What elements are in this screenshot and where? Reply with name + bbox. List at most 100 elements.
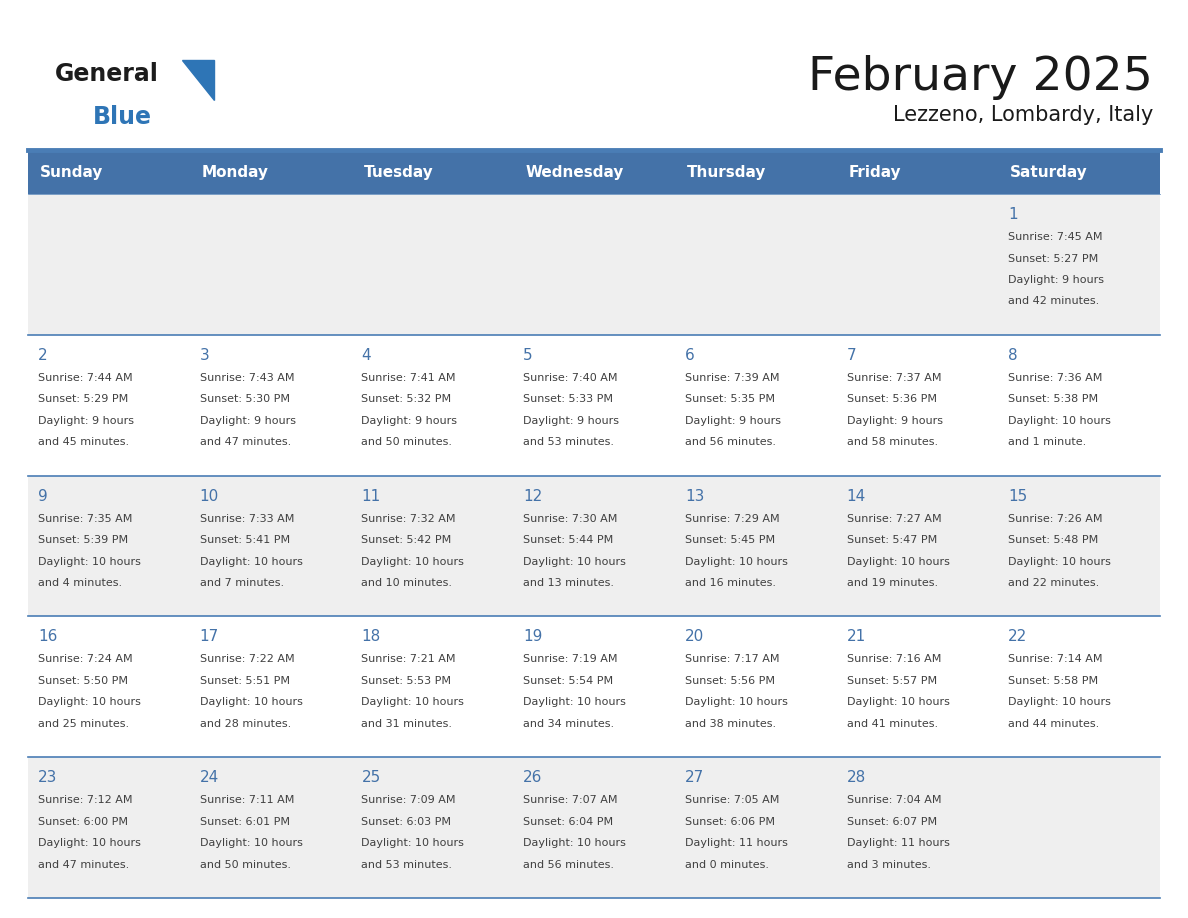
Text: and 22 minutes.: and 22 minutes. <box>1009 578 1100 588</box>
Text: Sunset: 5:45 PM: Sunset: 5:45 PM <box>684 535 775 545</box>
Text: Daylight: 9 hours: Daylight: 9 hours <box>684 416 781 426</box>
Text: Daylight: 10 hours: Daylight: 10 hours <box>523 556 626 566</box>
Text: Sunset: 5:30 PM: Sunset: 5:30 PM <box>200 395 290 404</box>
Text: Daylight: 9 hours: Daylight: 9 hours <box>847 416 942 426</box>
Text: Daylight: 10 hours: Daylight: 10 hours <box>847 556 949 566</box>
Bar <box>29 616 1159 757</box>
Text: and 47 minutes.: and 47 minutes. <box>38 859 129 869</box>
Text: Sunset: 5:57 PM: Sunset: 5:57 PM <box>847 676 936 686</box>
Text: Daylight: 10 hours: Daylight: 10 hours <box>361 838 465 848</box>
Text: 10: 10 <box>200 488 219 504</box>
Text: 8: 8 <box>1009 348 1018 363</box>
Text: Sunrise: 7:05 AM: Sunrise: 7:05 AM <box>684 795 779 805</box>
Text: Monday: Monday <box>202 165 268 181</box>
Text: Sunrise: 7:22 AM: Sunrise: 7:22 AM <box>200 655 295 665</box>
Text: Sunrise: 7:07 AM: Sunrise: 7:07 AM <box>523 795 618 805</box>
Text: and 38 minutes.: and 38 minutes. <box>684 719 776 729</box>
Text: Tuesday: Tuesday <box>364 165 434 181</box>
Text: 7: 7 <box>847 348 857 363</box>
Text: Daylight: 11 hours: Daylight: 11 hours <box>684 838 788 848</box>
Bar <box>29 476 1159 616</box>
Text: Sunrise: 7:12 AM: Sunrise: 7:12 AM <box>38 795 133 805</box>
Text: Sunrise: 7:29 AM: Sunrise: 7:29 AM <box>684 513 779 523</box>
Text: Sunrise: 7:40 AM: Sunrise: 7:40 AM <box>523 373 618 383</box>
Text: 16: 16 <box>38 630 57 644</box>
Text: Wednesday: Wednesday <box>525 165 624 181</box>
Text: Daylight: 10 hours: Daylight: 10 hours <box>200 556 303 566</box>
Text: Friday: Friday <box>848 165 902 181</box>
Text: Daylight: 10 hours: Daylight: 10 hours <box>1009 698 1111 708</box>
Text: Sunset: 6:03 PM: Sunset: 6:03 PM <box>361 817 451 827</box>
Text: and 0 minutes.: and 0 minutes. <box>684 859 769 869</box>
Text: and 42 minutes.: and 42 minutes. <box>1009 297 1100 307</box>
Text: and 3 minutes.: and 3 minutes. <box>847 859 930 869</box>
Text: 11: 11 <box>361 488 380 504</box>
Text: Sunrise: 7:11 AM: Sunrise: 7:11 AM <box>200 795 295 805</box>
Text: Daylight: 10 hours: Daylight: 10 hours <box>38 556 141 566</box>
Text: and 53 minutes.: and 53 minutes. <box>361 859 453 869</box>
Text: 27: 27 <box>684 770 704 785</box>
Text: Sunrise: 7:32 AM: Sunrise: 7:32 AM <box>361 513 456 523</box>
Text: Sunrise: 7:21 AM: Sunrise: 7:21 AM <box>361 655 456 665</box>
Text: 9: 9 <box>38 488 48 504</box>
Text: Daylight: 10 hours: Daylight: 10 hours <box>523 838 626 848</box>
Text: 21: 21 <box>847 630 866 644</box>
Text: 13: 13 <box>684 488 704 504</box>
Text: and 28 minutes.: and 28 minutes. <box>200 719 291 729</box>
Text: Daylight: 9 hours: Daylight: 9 hours <box>523 416 619 426</box>
Text: Sunset: 5:47 PM: Sunset: 5:47 PM <box>847 535 937 545</box>
Text: and 45 minutes.: and 45 minutes. <box>38 437 129 447</box>
Text: Sunrise: 7:45 AM: Sunrise: 7:45 AM <box>1009 232 1102 242</box>
Text: Sunrise: 7:36 AM: Sunrise: 7:36 AM <box>1009 373 1102 383</box>
Text: 20: 20 <box>684 630 704 644</box>
Text: 2: 2 <box>38 348 48 363</box>
Text: Sunrise: 7:41 AM: Sunrise: 7:41 AM <box>361 373 456 383</box>
Text: and 44 minutes.: and 44 minutes. <box>1009 719 1100 729</box>
Text: 19: 19 <box>523 630 543 644</box>
Text: and 50 minutes.: and 50 minutes. <box>200 859 291 869</box>
Text: and 47 minutes.: and 47 minutes. <box>200 437 291 447</box>
Text: Sunset: 6:01 PM: Sunset: 6:01 PM <box>200 817 290 827</box>
Text: Daylight: 10 hours: Daylight: 10 hours <box>361 698 465 708</box>
Text: Sunrise: 7:04 AM: Sunrise: 7:04 AM <box>847 795 941 805</box>
Text: Daylight: 9 hours: Daylight: 9 hours <box>38 416 134 426</box>
Text: Sunrise: 7:30 AM: Sunrise: 7:30 AM <box>523 513 618 523</box>
Text: Sunrise: 7:19 AM: Sunrise: 7:19 AM <box>523 655 618 665</box>
Text: Sunrise: 7:27 AM: Sunrise: 7:27 AM <box>847 513 941 523</box>
Text: Sunrise: 7:37 AM: Sunrise: 7:37 AM <box>847 373 941 383</box>
Text: Daylight: 10 hours: Daylight: 10 hours <box>38 838 141 848</box>
Bar <box>29 194 1159 335</box>
Text: and 1 minute.: and 1 minute. <box>1009 437 1087 447</box>
Text: Sunday: Sunday <box>40 165 103 181</box>
Text: and 53 minutes.: and 53 minutes. <box>523 437 614 447</box>
Text: 14: 14 <box>847 488 866 504</box>
Text: and 56 minutes.: and 56 minutes. <box>684 437 776 447</box>
Text: Sunrise: 7:33 AM: Sunrise: 7:33 AM <box>200 513 295 523</box>
Text: 26: 26 <box>523 770 543 785</box>
Text: Sunrise: 7:39 AM: Sunrise: 7:39 AM <box>684 373 779 383</box>
Text: Daylight: 11 hours: Daylight: 11 hours <box>847 838 949 848</box>
Text: Sunrise: 7:35 AM: Sunrise: 7:35 AM <box>38 513 132 523</box>
Text: Sunset: 5:27 PM: Sunset: 5:27 PM <box>1009 253 1099 263</box>
Text: Sunrise: 7:43 AM: Sunrise: 7:43 AM <box>200 373 295 383</box>
Text: and 7 minutes.: and 7 minutes. <box>200 578 284 588</box>
Text: Daylight: 10 hours: Daylight: 10 hours <box>847 698 949 708</box>
Text: and 41 minutes.: and 41 minutes. <box>847 719 937 729</box>
Text: Daylight: 10 hours: Daylight: 10 hours <box>200 838 303 848</box>
Text: Daylight: 10 hours: Daylight: 10 hours <box>1009 416 1111 426</box>
Text: Blue: Blue <box>93 105 152 129</box>
Text: Sunset: 5:50 PM: Sunset: 5:50 PM <box>38 676 128 686</box>
Text: Sunset: 6:07 PM: Sunset: 6:07 PM <box>847 817 936 827</box>
Text: Sunrise: 7:24 AM: Sunrise: 7:24 AM <box>38 655 133 665</box>
Text: Saturday: Saturday <box>1010 165 1088 181</box>
Text: and 19 minutes.: and 19 minutes. <box>847 578 937 588</box>
Text: Sunrise: 7:26 AM: Sunrise: 7:26 AM <box>1009 513 1102 523</box>
Text: Sunset: 5:58 PM: Sunset: 5:58 PM <box>1009 676 1099 686</box>
Text: Daylight: 10 hours: Daylight: 10 hours <box>523 698 626 708</box>
Text: Sunrise: 7:14 AM: Sunrise: 7:14 AM <box>1009 655 1102 665</box>
Text: 24: 24 <box>200 770 219 785</box>
Text: and 25 minutes.: and 25 minutes. <box>38 719 129 729</box>
Text: Daylight: 10 hours: Daylight: 10 hours <box>38 698 141 708</box>
Text: 18: 18 <box>361 630 380 644</box>
Text: and 31 minutes.: and 31 minutes. <box>361 719 453 729</box>
